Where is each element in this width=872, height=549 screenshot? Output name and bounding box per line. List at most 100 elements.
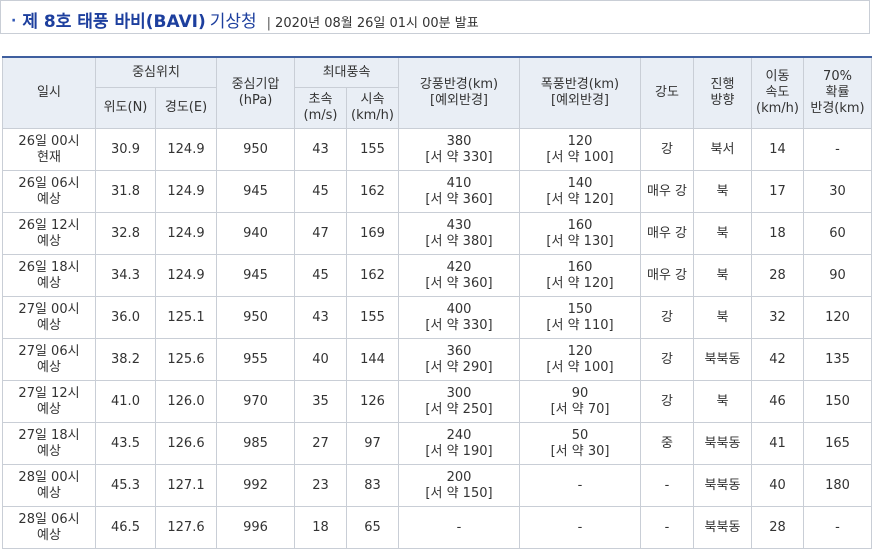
- cell-strong-wind-radius: 410 [서 약 360]: [398, 170, 520, 213]
- cell-speed: 41: [751, 422, 804, 465]
- cell-lon: 125.6: [155, 338, 217, 381]
- cell-strong-wind-radius: 380 [서 약 330]: [398, 128, 520, 171]
- cell-intensity: 중: [640, 422, 694, 465]
- cell-lat: 36.0: [95, 296, 156, 339]
- col-header-storm-radius: 폭풍반경(km) [예외반경]: [519, 56, 641, 129]
- forecast-body: 26일 00시 현재 30.9 124.9 950 43 155 380 [서 약 330] 12…: [2, 128, 872, 549]
- table-row: 26일 06시 예상 31.8 124.9 945 45 162 410 [서 약 360] 14…: [2, 170, 872, 213]
- cell-strong-wind-radius: -: [398, 506, 520, 549]
- cell-storm-radius: 140 [서 약 120]: [519, 170, 641, 213]
- title-line: · 제 8호 태풍 바비(BAVI) 기상청 | 2020년 08월 26일 01시 0…: [11, 7, 479, 32]
- cell-probability-radius: 180: [803, 464, 872, 507]
- cell-strong-wind-radius: 400 [서 약 330]: [398, 296, 520, 339]
- cell-lat: 43.5: [95, 422, 156, 465]
- cell-wind-ms: 43: [294, 296, 347, 339]
- cell-probability-radius: -: [803, 506, 872, 549]
- cell-storm-radius: -: [519, 464, 641, 507]
- cell-lat: 46.5: [95, 506, 156, 549]
- cell-intensity: 강: [640, 128, 694, 171]
- issued-time: | 2020년 08월 26일 01시 00분 발표: [267, 16, 479, 31]
- cell-storm-radius: 120 [서 약 100]: [519, 338, 641, 381]
- issued-text: 2020년 08월 26일 01시 00분 발표: [275, 16, 479, 31]
- cell-time: 26일 18시 예상: [2, 254, 96, 297]
- cell-direction: 북: [693, 170, 752, 213]
- col-header-wind-ms: 초속 (m/s): [294, 87, 347, 129]
- cell-lon: 124.9: [155, 170, 217, 213]
- cell-wind-kmh: 162: [346, 170, 399, 213]
- cell-pressure: 950: [216, 128, 295, 171]
- cell-wind-kmh: 155: [346, 296, 399, 339]
- cell-probability-radius: 165: [803, 422, 872, 465]
- cell-lon: 126.6: [155, 422, 217, 465]
- cell-lon: 125.1: [155, 296, 217, 339]
- col-header-probability-radius: 70% 확률 반경(km): [803, 56, 872, 129]
- cell-lon: 124.9: [155, 128, 217, 171]
- cell-lat: 31.8: [95, 170, 156, 213]
- cell-speed: 28: [751, 506, 804, 549]
- cell-storm-radius: 150 [서 약 110]: [519, 296, 641, 339]
- cell-intensity: 매우 강: [640, 170, 694, 213]
- cell-lat: 34.3: [95, 254, 156, 297]
- table-row: 26일 12시 예상 32.8 124.9 940 47 169 430 [서 약 380] 16…: [2, 212, 872, 255]
- cell-time: 27일 12시 예상: [2, 380, 96, 423]
- cell-wind-kmh: 97: [346, 422, 399, 465]
- cell-speed: 18: [751, 212, 804, 255]
- cell-speed: 17: [751, 170, 804, 213]
- col-header-pressure: 중심기압 (hPa): [216, 56, 295, 129]
- cell-time: 28일 06시 예상: [2, 506, 96, 549]
- col-header-strong-wind-radius: 강풍반경(km) [예외반경]: [398, 56, 520, 129]
- cell-direction: 북서: [693, 128, 752, 171]
- cell-lon: 124.9: [155, 254, 217, 297]
- cell-time: 28일 00시 예상: [2, 464, 96, 507]
- col-header-lon: 경도(E): [155, 87, 217, 129]
- cell-intensity: 강: [640, 380, 694, 423]
- cell-pressure: 992: [216, 464, 295, 507]
- table-row: 27일 06시 예상 38.2 125.6 955 40 144 360 [서 약 290] 12…: [2, 338, 872, 381]
- cell-intensity: -: [640, 506, 694, 549]
- cell-wind-ms: 45: [294, 170, 347, 213]
- cell-strong-wind-radius: 300 [서 약 250]: [398, 380, 520, 423]
- cell-time: 27일 06시 예상: [2, 338, 96, 381]
- cell-direction: 북: [693, 212, 752, 255]
- cell-wind-ms: 43: [294, 128, 347, 171]
- cell-direction: 북북동: [693, 506, 752, 549]
- cell-intensity: 매우 강: [640, 254, 694, 297]
- table-row: 26일 18시 예상 34.3 124.9 945 45 162 420 [서 약 360] 16…: [2, 254, 872, 297]
- cell-probability-radius: -: [803, 128, 872, 171]
- cell-pressure: 955: [216, 338, 295, 381]
- cell-wind-kmh: 83: [346, 464, 399, 507]
- header-row-top: 일시 중심위치 중심기압 (hPa) 최대풍속 강풍반경(km) [예외반경] 폭풍…: [2, 56, 872, 129]
- cell-intensity: 매우 강: [640, 212, 694, 255]
- cell-time: 26일 00시 현재: [2, 128, 96, 171]
- cell-wind-kmh: 126: [346, 380, 399, 423]
- table-row: 27일 18시 예상 43.5 126.6 985 27 97 240 [서 약 190] 50[…: [2, 422, 872, 465]
- cell-direction: 북: [693, 296, 752, 339]
- cell-direction: 북: [693, 380, 752, 423]
- col-header-lat: 위도(N): [95, 87, 156, 129]
- cell-probability-radius: 135: [803, 338, 872, 381]
- cell-wind-ms: 40: [294, 338, 347, 381]
- cell-lon: 124.9: [155, 212, 217, 255]
- cell-storm-radius: -: [519, 506, 641, 549]
- cell-wind-kmh: 169: [346, 212, 399, 255]
- cell-storm-radius: 160 [서 약 130]: [519, 212, 641, 255]
- cell-probability-radius: 60: [803, 212, 872, 255]
- cell-speed: 14: [751, 128, 804, 171]
- page-header: · 제 8호 태풍 바비(BAVI) 기상청 | 2020년 08월 26일 01시 0…: [0, 0, 870, 34]
- cell-speed: 42: [751, 338, 804, 381]
- cell-wind-ms: 47: [294, 212, 347, 255]
- header-row-bottom: 위도(N) 경도(E) 초속 (m/s) 시속 (km/h): [3, 87, 872, 129]
- cell-speed: 40: [751, 464, 804, 507]
- table-row: 27일 12시 예상 41.0 126.0 970 35 126 300 [서 약 250] 90…: [2, 380, 872, 423]
- cell-strong-wind-radius: 420 [서 약 360]: [398, 254, 520, 297]
- col-header-max-wind: 최대풍속: [294, 56, 399, 88]
- cell-direction: 북북동: [693, 422, 752, 465]
- table-row: 27일 00시 예상 36.0 125.1 950 43 155 400 [서 약 330] 15…: [2, 296, 872, 339]
- cell-intensity: -: [640, 464, 694, 507]
- cell-lon: 126.0: [155, 380, 217, 423]
- cell-speed: 28: [751, 254, 804, 297]
- cell-lon: 127.1: [155, 464, 217, 507]
- cell-probability-radius: 90: [803, 254, 872, 297]
- table-row: 28일 06시 예상 46.5 127.6 996 18 65- - - 북북동 28-: [2, 506, 872, 549]
- cell-pressure: 945: [216, 170, 295, 213]
